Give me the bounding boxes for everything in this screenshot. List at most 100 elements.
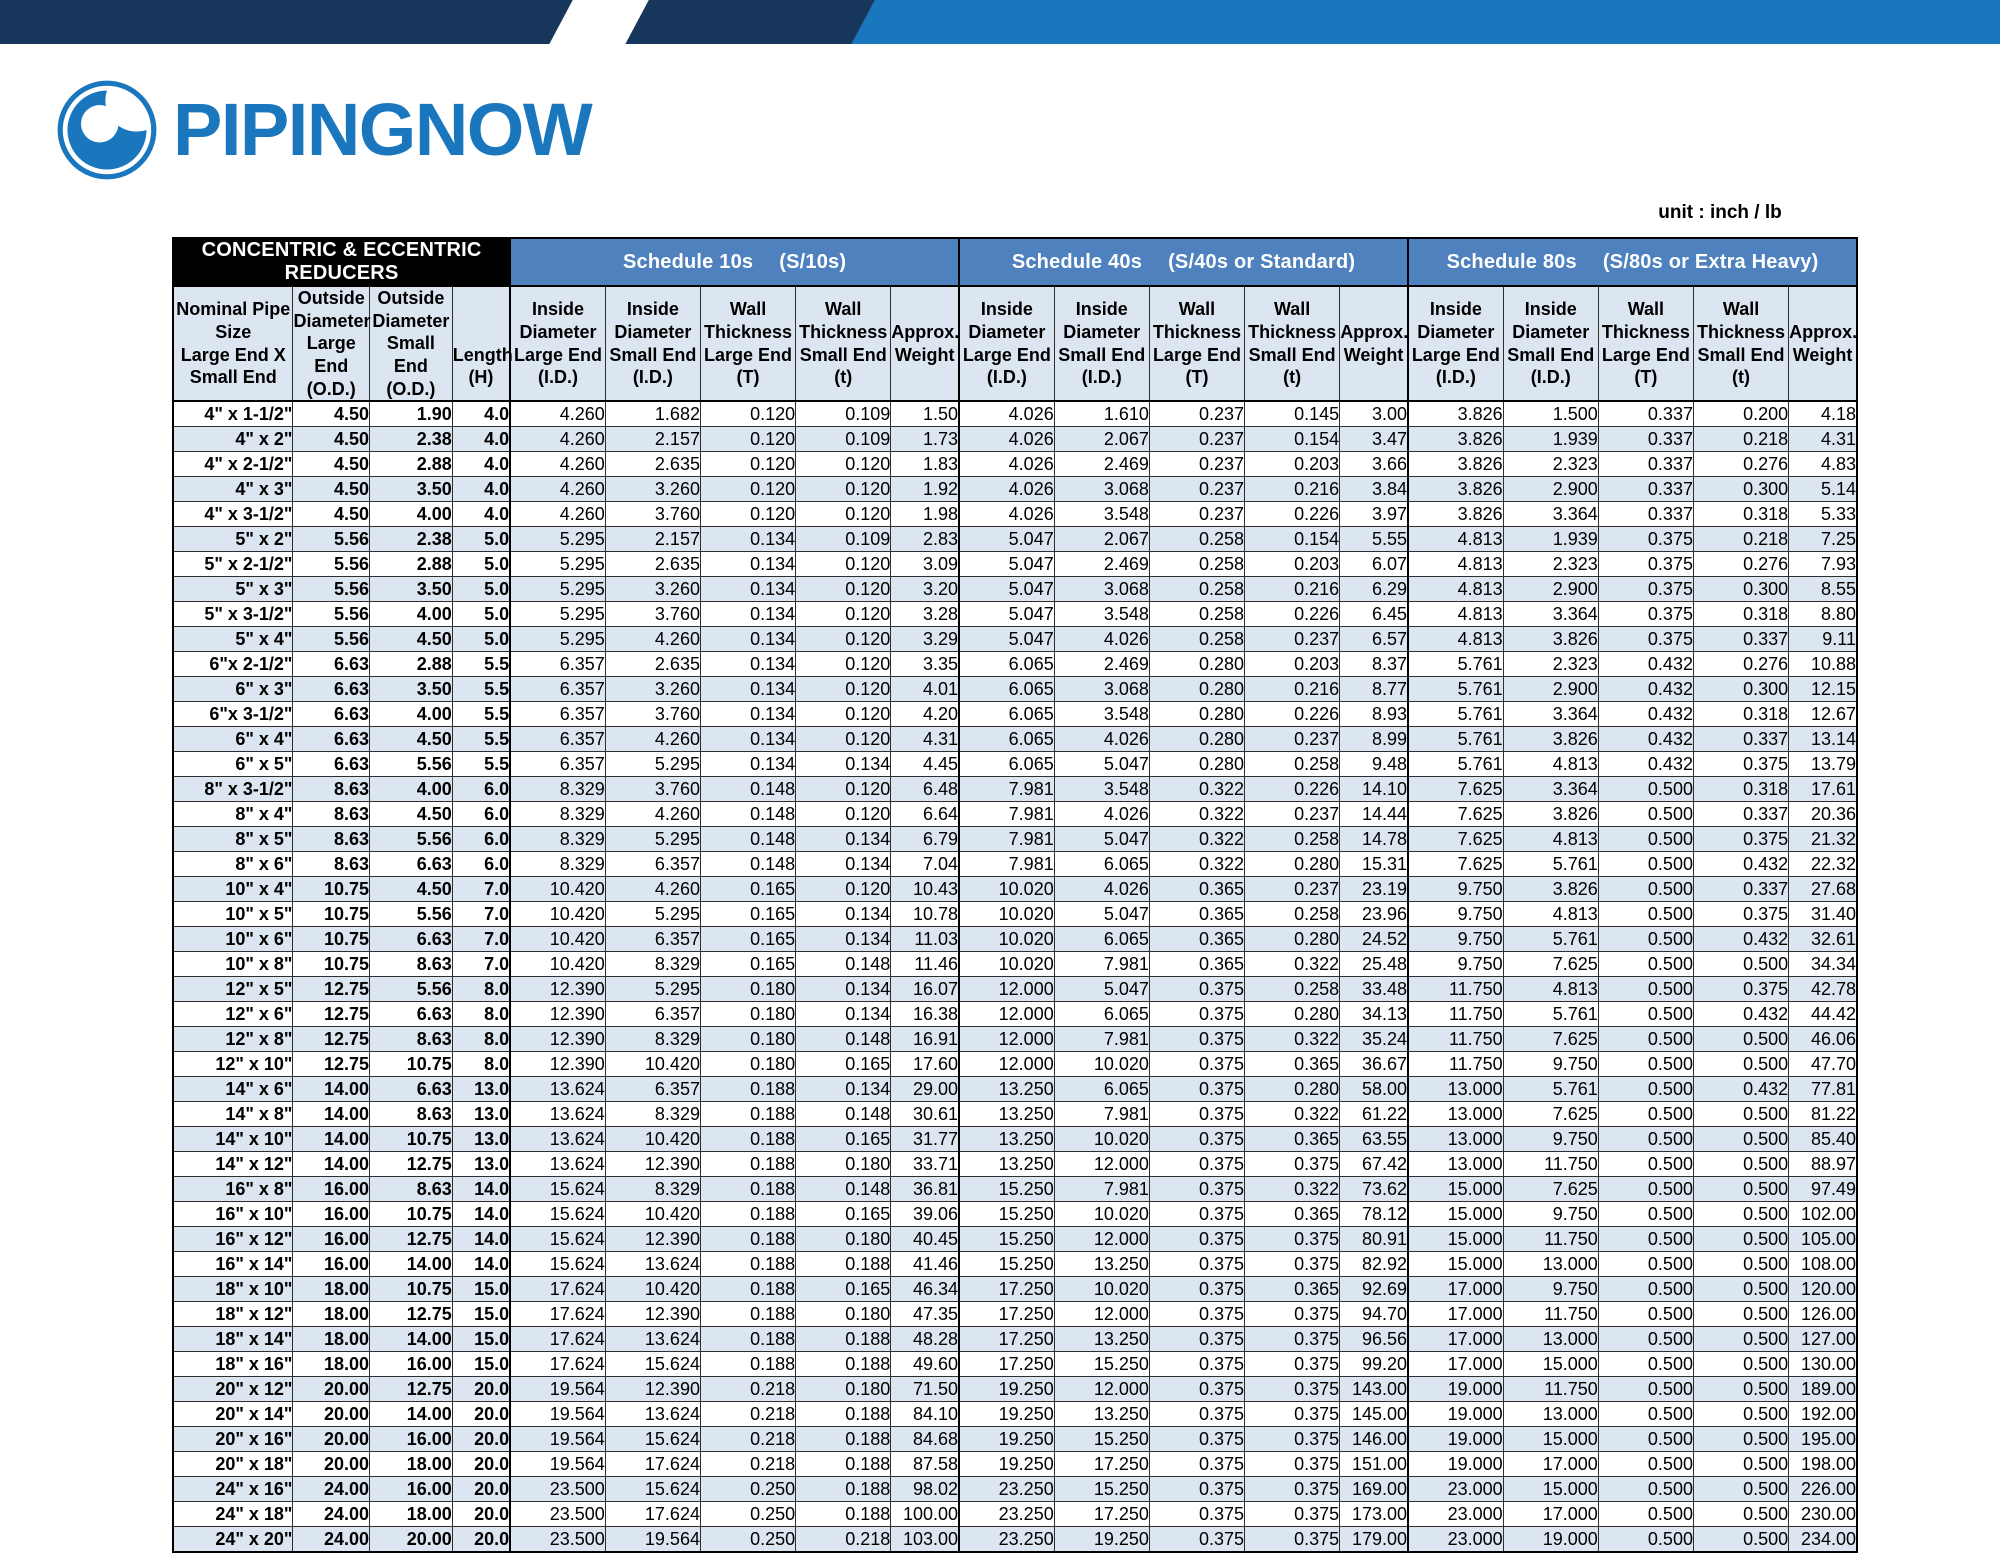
cell-wall-thickness-small-end-t: 0.322 — [1244, 1026, 1341, 1053]
cell-approx-weight: 41.46 — [890, 1251, 960, 1278]
cell-wall-thickness-small-end-t: 0.500 — [1692, 1151, 1790, 1178]
unit-note: unit : inch / lb — [1658, 202, 1782, 223]
column-header-line: Thickness — [1248, 322, 1337, 342]
cell-inside-diameter-small-end-i-d: 12.390 — [604, 1226, 701, 1253]
cell-length-h: 4.0 — [451, 476, 511, 503]
cell-outside-diameter-small-end-o-d: 6.63 — [369, 926, 453, 953]
cell-inside-diameter-large-end-i-d: 3.826 — [1406, 501, 1504, 528]
cell-wall-thickness-small-end-t: 0.258 — [1244, 826, 1341, 853]
cell-wall-thickness-large-end-t: 0.375 — [1148, 1401, 1246, 1428]
cell-outside-diameter-large-end-o-d: 8.63 — [292, 776, 370, 803]
cell-wall-thickness-small-end-t: 0.375 — [1244, 1451, 1341, 1478]
cell-wall-thickness-large-end-t: 0.375 — [1148, 1326, 1246, 1353]
cell-inside-diameter-large-end-i-d: 5.761 — [1406, 726, 1504, 753]
cell-length-h: 15.0 — [451, 1326, 511, 1353]
cell-approx-weight: 14.10 — [1339, 776, 1409, 803]
cell-outside-diameter-small-end-o-d: 1.90 — [369, 400, 453, 428]
group-header-label: CONCENTRIC & ECCENTRIC REDUCERS — [201, 239, 482, 284]
cell-inside-diameter-large-end-i-d: 13.624 — [509, 1101, 606, 1128]
column-header-line: Wall — [1178, 299, 1216, 320]
cell-wall-thickness-large-end-t: 0.120 — [699, 400, 797, 428]
cell-nominal-pipe-size-large-end-x-small-end: 4" x 2-1/2" — [172, 451, 294, 478]
cell-wall-thickness-large-end-t: 0.375 — [1148, 976, 1246, 1003]
cell-inside-diameter-large-end-i-d: 13.624 — [509, 1076, 606, 1103]
cell-wall-thickness-small-end-t: 0.134 — [795, 901, 892, 928]
cell-inside-diameter-large-end-i-d: 10.420 — [509, 901, 606, 928]
cell-nominal-pipe-size-large-end-x-small-end: 5" x 4" — [172, 626, 294, 653]
cell-wall-thickness-small-end-t: 0.216 — [1244, 676, 1341, 703]
cell-approx-weight: 71.50 — [890, 1376, 960, 1403]
cell-wall-thickness-large-end-t: 0.322 — [1148, 826, 1246, 853]
column-header-line: (I.D.) — [537, 367, 578, 388]
cell-outside-diameter-large-end-o-d: 5.56 — [292, 601, 370, 628]
cell-inside-diameter-large-end-i-d: 12.000 — [958, 1026, 1055, 1053]
cell-approx-weight: 12.15 — [1788, 676, 1859, 703]
cell-inside-diameter-small-end-i-d: 15.250 — [1053, 1351, 1150, 1378]
cell-wall-thickness-small-end-t: 0.120 — [795, 451, 892, 478]
cell-inside-diameter-large-end-i-d: 4.026 — [958, 400, 1055, 428]
cell-approx-weight: 98.02 — [890, 1476, 960, 1503]
cell-approx-weight: 16.38 — [890, 1001, 960, 1028]
cell-inside-diameter-small-end-i-d: 3.548 — [1053, 601, 1150, 628]
cell-wall-thickness-small-end-t: 0.237 — [1244, 876, 1341, 903]
cell-approx-weight: 1.50 — [890, 400, 960, 428]
cell-wall-thickness-large-end-t: 0.188 — [699, 1201, 797, 1228]
cell-length-h: 20.0 — [451, 1501, 511, 1528]
cell-inside-diameter-large-end-i-d: 19.000 — [1406, 1401, 1504, 1428]
cell-inside-diameter-large-end-i-d: 15.624 — [509, 1201, 606, 1228]
cell-wall-thickness-large-end-t: 0.375 — [1148, 1301, 1246, 1328]
cell-wall-thickness-large-end-t: 0.322 — [1148, 776, 1246, 803]
cell-length-h: 14.0 — [451, 1176, 511, 1203]
cell-wall-thickness-large-end-t: 0.432 — [1597, 651, 1694, 678]
cell-wall-thickness-large-end-t: 0.258 — [1148, 526, 1246, 553]
cell-wall-thickness-small-end-t: 0.203 — [1244, 651, 1341, 678]
cell-nominal-pipe-size-large-end-x-small-end: 6"x 3-1/2" — [172, 701, 294, 728]
cell-length-h: 13.0 — [451, 1151, 511, 1178]
cell-inside-diameter-small-end-i-d: 2.157 — [604, 426, 701, 453]
cell-inside-diameter-small-end-i-d: 12.000 — [1053, 1151, 1150, 1178]
cell-approx-weight: 11.46 — [890, 951, 960, 978]
cell-wall-thickness-small-end-t: 0.258 — [1244, 751, 1341, 778]
cell-inside-diameter-large-end-i-d: 13.250 — [958, 1101, 1055, 1128]
cell-wall-thickness-large-end-t: 0.500 — [1597, 1176, 1694, 1203]
column-header-6: Inside Diameter Small End (I.D.) — [604, 285, 701, 403]
cell-inside-diameter-large-end-i-d: 13.000 — [1406, 1076, 1504, 1103]
cell-wall-thickness-small-end-t: 0.226 — [1244, 501, 1341, 528]
table-row: 5" x 3" 5.56 3.50 5.0 5.295 3.260 0.134 0.120 3.… — [172, 576, 1859, 603]
cell-wall-thickness-small-end-t: 0.237 — [1244, 726, 1341, 753]
cell-wall-thickness-small-end-t: 0.500 — [1692, 1476, 1790, 1503]
cell-wall-thickness-small-end-t: 0.180 — [795, 1151, 892, 1178]
cell-approx-weight: 103.00 — [890, 1526, 960, 1553]
cell-approx-weight: 33.71 — [890, 1151, 960, 1178]
cell-wall-thickness-large-end-t: 0.258 — [1148, 601, 1246, 628]
column-header-4: Length (H) — [451, 285, 513, 403]
table-row: 14" x 12" 14.00 12.75 13.0 13.624 12.390 0.188… — [172, 1151, 1859, 1178]
column-header-line: Approx. — [1340, 322, 1409, 342]
column-header-line: (I.D.) — [1081, 367, 1122, 388]
cell-inside-diameter-small-end-i-d: 13.000 — [1502, 1326, 1599, 1353]
cell-inside-diameter-small-end-i-d: 13.250 — [1053, 1401, 1150, 1428]
cell-wall-thickness-large-end-t: 0.375 — [1148, 1076, 1246, 1103]
column-header-line: Weight — [1792, 344, 1853, 365]
cell-inside-diameter-large-end-i-d: 4.260 — [509, 451, 606, 478]
cell-inside-diameter-small-end-i-d: 8.329 — [604, 1176, 701, 1203]
cell-wall-thickness-small-end-t: 0.134 — [795, 1001, 892, 1028]
cell-wall-thickness-large-end-t: 0.180 — [699, 1001, 797, 1028]
cell-outside-diameter-small-end-o-d: 12.75 — [369, 1301, 453, 1328]
cell-approx-weight: 44.42 — [1788, 1001, 1859, 1028]
cell-wall-thickness-small-end-t: 0.337 — [1692, 801, 1790, 828]
cell-outside-diameter-small-end-o-d: 14.00 — [369, 1401, 453, 1428]
cell-inside-diameter-large-end-i-d: 23.250 — [958, 1501, 1055, 1528]
column-header-line: Small End — [189, 367, 277, 388]
cell-inside-diameter-large-end-i-d: 4.813 — [1406, 526, 1504, 553]
cell-nominal-pipe-size-large-end-x-small-end: 5" x 2" — [172, 526, 294, 553]
cell-inside-diameter-small-end-i-d: 15.624 — [604, 1351, 701, 1378]
cell-wall-thickness-small-end-t: 0.188 — [795, 1451, 892, 1478]
cell-inside-diameter-small-end-i-d: 8.329 — [604, 1026, 701, 1053]
cell-inside-diameter-small-end-i-d: 3.364 — [1502, 501, 1599, 528]
table-row: 18" x 10" 18.00 10.75 15.0 17.624 10.420 0.188… — [172, 1276, 1859, 1303]
cell-approx-weight: 8.80 — [1788, 601, 1859, 628]
cell-wall-thickness-small-end-t: 0.375 — [1244, 1301, 1341, 1328]
cell-approx-weight: 8.93 — [1339, 701, 1409, 728]
cell-approx-weight: 23.19 — [1339, 876, 1409, 903]
